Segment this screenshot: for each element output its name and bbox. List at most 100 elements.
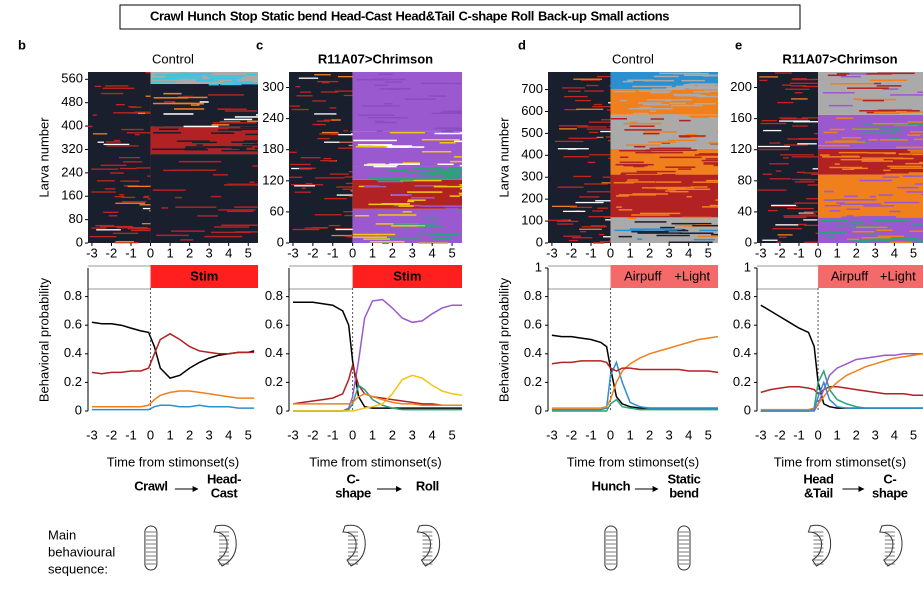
raster-stripe — [103, 211, 119, 213]
raster-stripe — [338, 134, 353, 136]
raster-stripe — [679, 135, 691, 138]
raster-stripe — [783, 157, 789, 159]
raster-stripe — [639, 212, 681, 215]
x-tick-label: 2 — [186, 245, 193, 260]
raster-stripe — [890, 138, 901, 140]
raster-stripe — [354, 215, 369, 217]
raster-stripe — [197, 215, 218, 217]
raster-stripe — [620, 173, 626, 176]
raster-stripe — [859, 241, 869, 243]
raster-stripe — [637, 102, 662, 104]
raster-stripe — [218, 108, 247, 110]
raster-stripe — [113, 112, 144, 114]
x-tick-label: 0 — [349, 427, 356, 442]
x-tick-label: 3 — [206, 245, 213, 260]
raster-stripe — [574, 99, 591, 102]
sequence-step: C- — [883, 471, 896, 486]
x-tick-label: -2 — [106, 427, 118, 442]
sequence-step: C- — [347, 471, 360, 486]
raster-stripe — [661, 142, 671, 144]
sequence-step: shape — [335, 485, 371, 500]
raster-stripe — [384, 102, 393, 105]
raster-stripe — [799, 179, 819, 181]
raster-stripe — [703, 162, 718, 164]
raster-stripe — [642, 103, 669, 106]
raster-stripe — [759, 79, 768, 82]
raster-stripe — [794, 202, 819, 204]
x-tick-label: 0 — [147, 245, 154, 260]
raster-stripe — [148, 210, 151, 212]
x-tick-label: -2 — [307, 245, 319, 260]
raster-stripe — [783, 215, 816, 217]
raster-stripe — [177, 96, 208, 99]
raster-stripe — [784, 216, 807, 219]
raster-stripe — [632, 85, 672, 88]
raster-stripe — [376, 130, 383, 132]
raster-stripe — [551, 205, 577, 208]
raster-stripe — [696, 95, 718, 98]
raster-stripe — [824, 204, 842, 207]
raster-stripe — [682, 85, 715, 88]
larva-icon — [879, 524, 903, 567]
x-tick-label: 3 — [666, 245, 673, 260]
raster-post — [610, 89, 718, 115]
y-tick-label: 0.2 — [265, 374, 283, 389]
raster-stripe — [299, 91, 312, 93]
raster-stripe — [95, 224, 115, 227]
raster-stripe — [231, 141, 257, 143]
stim-bar — [352, 265, 462, 288]
raster-stripe — [453, 156, 462, 158]
raster-stripe — [212, 174, 229, 176]
raster-stripe — [637, 238, 643, 240]
raster-stripe — [802, 85, 819, 88]
series-line — [91, 332, 255, 375]
legend-entry: Crawl — [150, 8, 183, 23]
raster-stripe — [793, 121, 819, 123]
raster-stripe — [846, 215, 854, 217]
y-tick-label: 0.8 — [524, 288, 542, 303]
raster-stripe — [630, 121, 637, 124]
raster-stripe — [678, 168, 692, 170]
raster-stripe — [859, 179, 892, 182]
x-tick-label: 2 — [186, 427, 193, 442]
raster-stripe — [913, 138, 923, 141]
raster-stripe — [449, 195, 460, 197]
raster-stripe — [701, 206, 718, 208]
raster-stripe — [711, 85, 718, 87]
raster-stripe — [114, 139, 120, 142]
x-tick-label: 0 — [349, 245, 356, 260]
series-line — [760, 353, 923, 411]
raster-stripe — [777, 101, 794, 104]
stim-label: +Light — [880, 268, 916, 283]
raster-stripe — [801, 117, 819, 119]
raster-stripe — [692, 224, 718, 227]
raster-stripe — [613, 182, 634, 184]
raster-stripe — [116, 227, 147, 229]
y-tick-label: 0.2 — [524, 374, 542, 389]
raster-stripe — [606, 109, 611, 111]
legend-entry: Stop — [230, 8, 258, 23]
raster-stripe — [799, 213, 816, 215]
raster-stripe — [358, 114, 395, 116]
raster-stripe — [907, 149, 923, 151]
raster-stripe — [352, 233, 379, 236]
y-tick-label: 320 — [61, 141, 83, 156]
raster-stripe — [648, 141, 676, 143]
raster-stripe — [846, 208, 860, 210]
raster-stripe — [679, 119, 691, 122]
raster-stripe — [210, 132, 235, 134]
raster-stripe — [762, 173, 773, 175]
raster-stripe — [629, 125, 655, 127]
raster-stripe — [459, 184, 462, 186]
raster-stripe — [564, 108, 579, 111]
raster-stripe — [803, 211, 819, 213]
x-tick-label: -1 — [585, 427, 597, 442]
raster-stripe — [91, 227, 107, 229]
legend-entry: C-shape — [459, 8, 508, 23]
raster-stripe — [605, 136, 611, 138]
raster-stripe — [92, 133, 108, 135]
raster-stripe — [196, 144, 203, 146]
y-tick-label: 0.6 — [524, 317, 542, 332]
raster-stripe — [581, 226, 607, 228]
stim-bar — [610, 265, 718, 288]
